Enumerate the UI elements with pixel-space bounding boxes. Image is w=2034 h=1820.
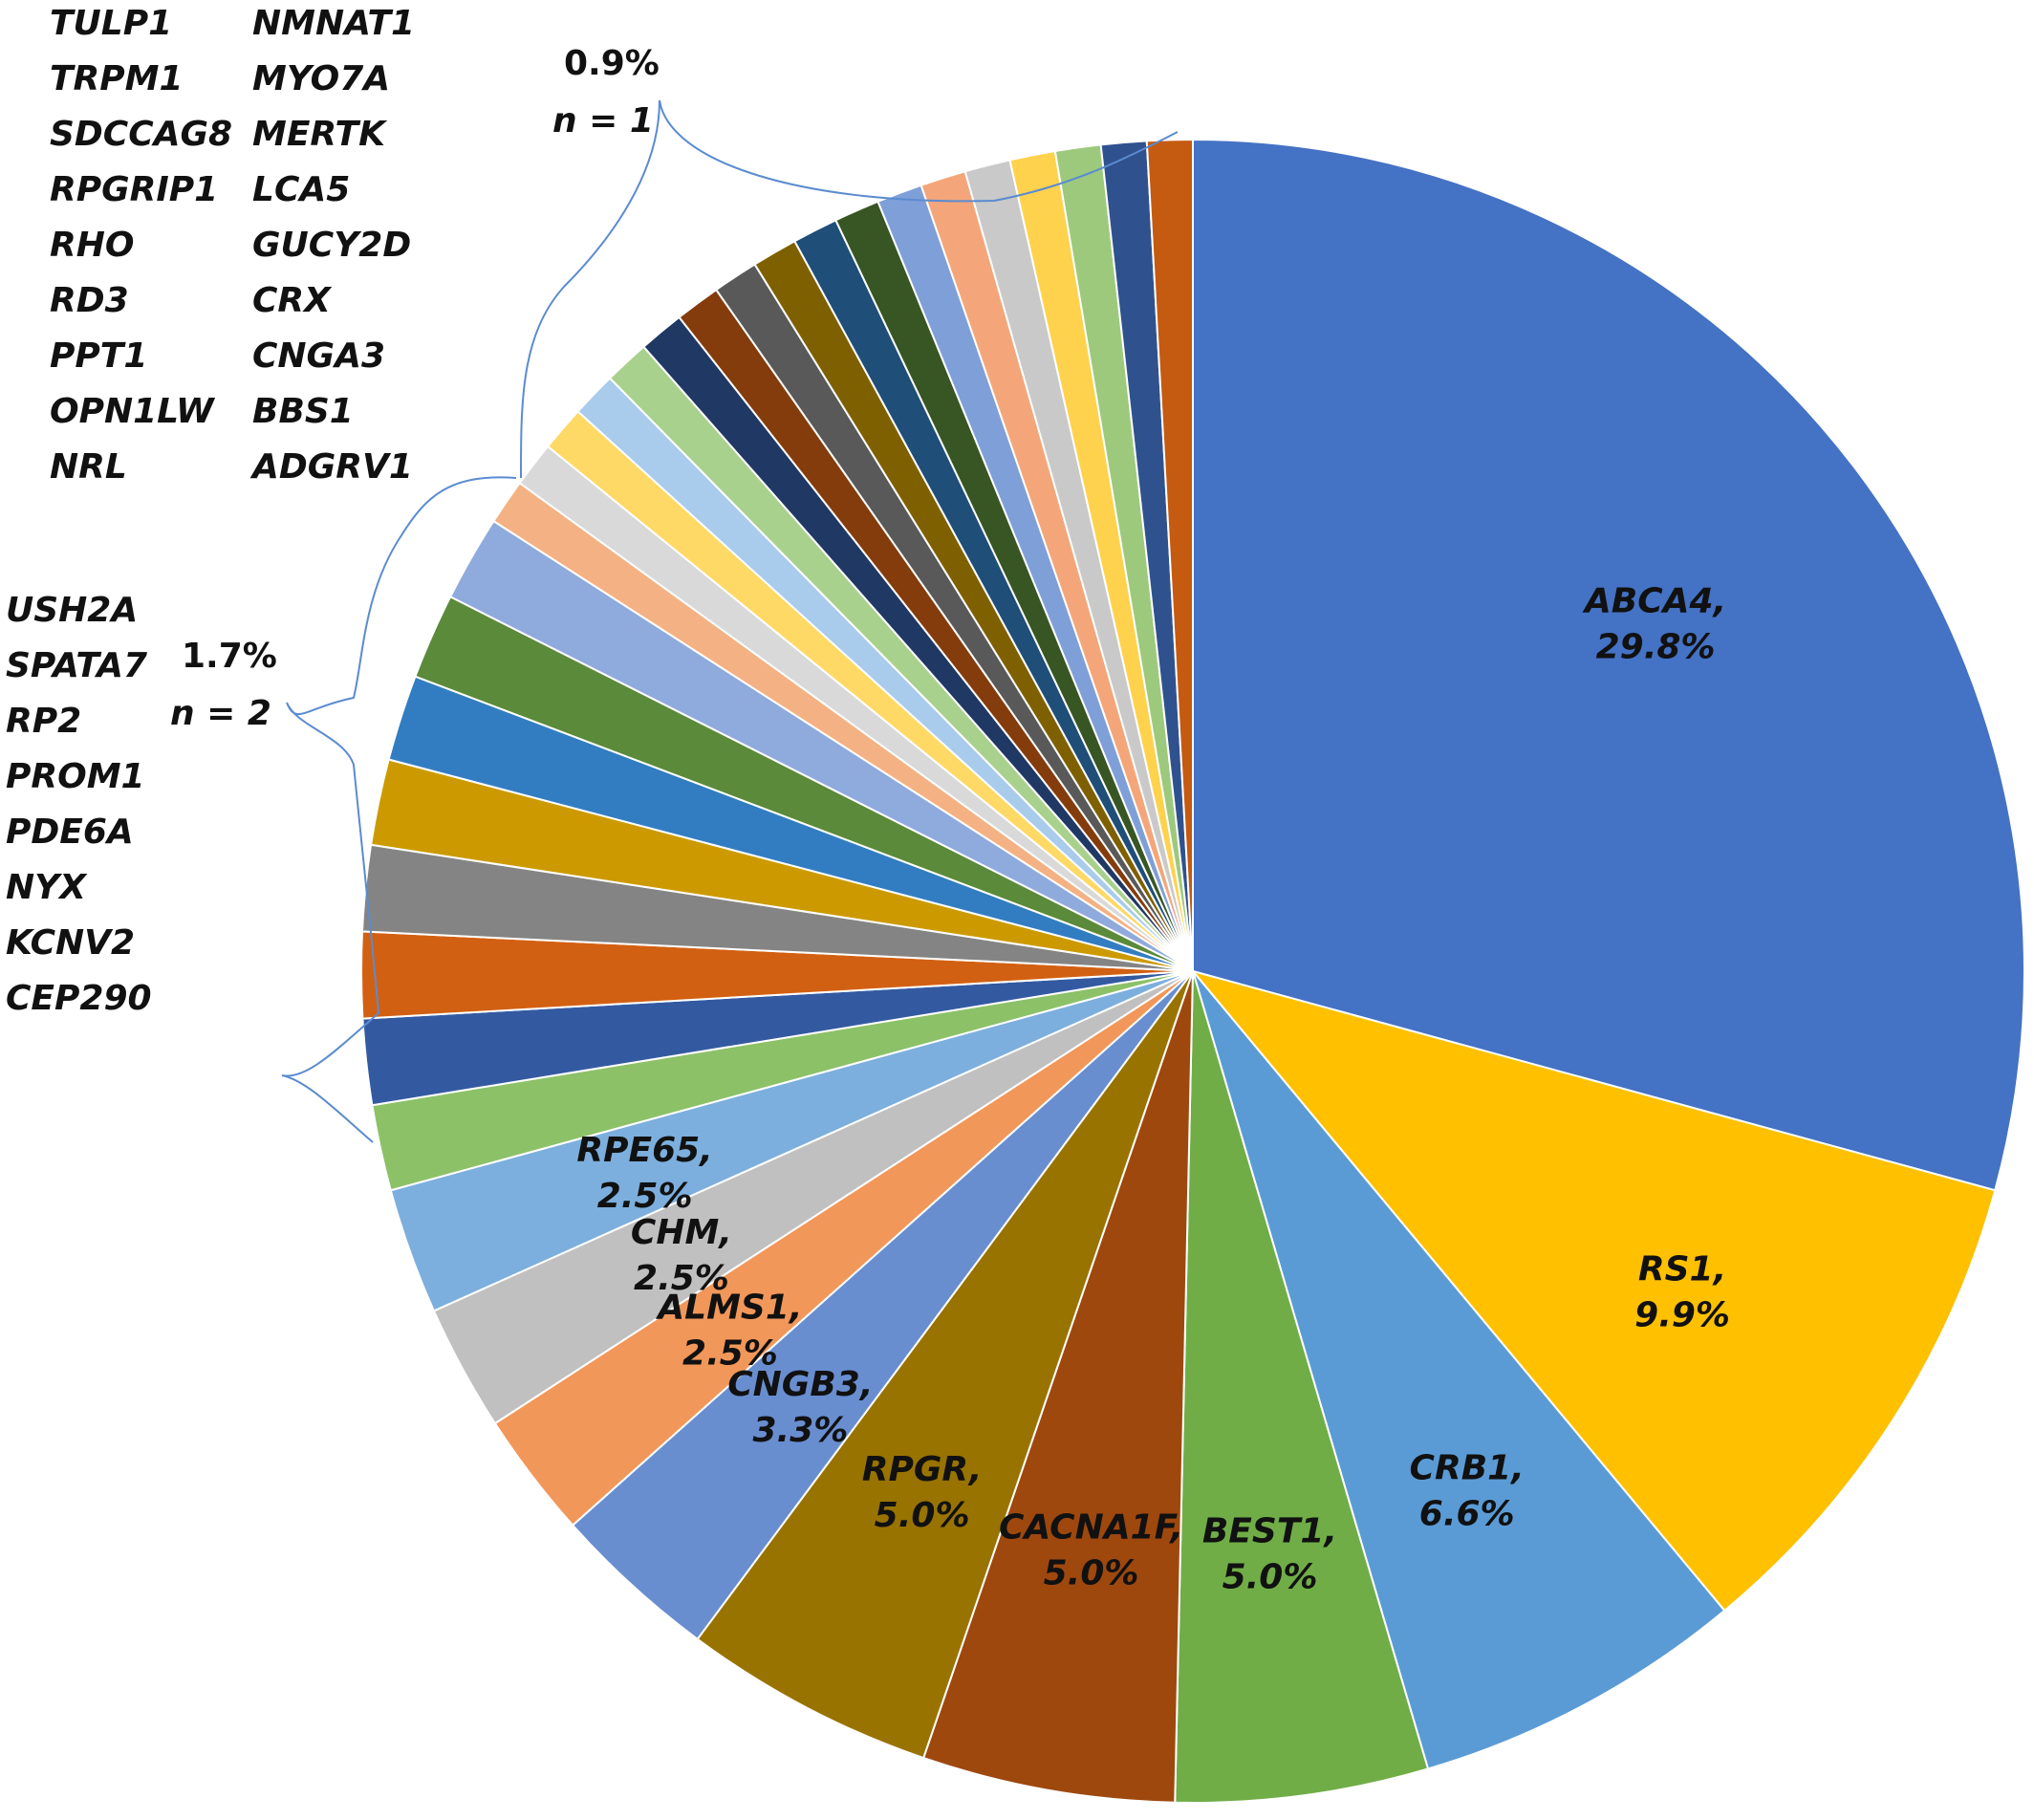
slice-label-pct: 2.5% bbox=[682, 1334, 778, 1374]
gene-list-item: NRL bbox=[50, 447, 127, 487]
gene-list-item: ADGRV1 bbox=[249, 447, 413, 487]
slice-label-pct: 6.6% bbox=[1419, 1494, 1515, 1533]
gene-list-item: CRX bbox=[252, 281, 333, 320]
gene-list-item: USH2A bbox=[6, 591, 138, 630]
slice-label-name: RPGR, bbox=[862, 1450, 983, 1489]
slice-label-name: CACNA1F, bbox=[999, 1508, 1183, 1548]
gene-list-item: CEP290 bbox=[6, 979, 152, 1018]
gene-list-item: MERTK bbox=[252, 115, 388, 154]
slice-label-pct: 9.9% bbox=[1634, 1296, 1730, 1335]
gene-list-item: KCNV2 bbox=[6, 923, 135, 963]
gene-list-item: TRPM1 bbox=[50, 59, 184, 98]
group-0-9-gene-list-col2: NMNAT1 MYO7A MERTK LCA5 GUCY2D CRX CNGA3… bbox=[249, 4, 415, 487]
gene-list-item: SDCCAG8 bbox=[50, 115, 232, 154]
slice-label-pct: 2.5% bbox=[597, 1177, 693, 1216]
slice-label-pct: 5.0% bbox=[1223, 1558, 1318, 1597]
group-1-7-gene-list: USH2A SPATA7 RP2 PROM1 PDE6A NYX KCNV2 C… bbox=[6, 591, 152, 1018]
slice-label-pct: 5.0% bbox=[875, 1496, 970, 1535]
pie-slices bbox=[361, 140, 2024, 1803]
group-1-7-pct: 1.7% bbox=[182, 637, 277, 676]
group-0-9-gene-list-col1: TULP1 TRPM1 SDCCAG8 RPGRIP1 RHO RD3 PPT1… bbox=[50, 4, 232, 487]
gene-list-item: PPT1 bbox=[50, 336, 147, 376]
gene-list-item: NMNAT1 bbox=[252, 4, 415, 43]
slice-label-pct: 3.3% bbox=[752, 1411, 848, 1450]
slice-label-pct: 2.5% bbox=[634, 1259, 729, 1298]
slice-label-pct: 29.8% bbox=[1596, 627, 1716, 666]
slice-label-name: BEST1, bbox=[1202, 1512, 1337, 1551]
slice-label-name: RPE65, bbox=[576, 1131, 712, 1170]
group-1-7-n: n = 2 bbox=[170, 694, 271, 733]
slice-label-name: ABCA4, bbox=[1582, 581, 1726, 620]
gene-list-item: RPGRIP1 bbox=[50, 170, 218, 209]
gene-list-item: CNGA3 bbox=[252, 336, 385, 376]
slice-label-name: CRB1, bbox=[1410, 1448, 1525, 1487]
gene-list-item: PROM1 bbox=[6, 757, 145, 796]
gene-list-item: RD3 bbox=[50, 281, 129, 320]
gene-list-item: TULP1 bbox=[50, 4, 172, 43]
gene-list-item: PDE6A bbox=[6, 812, 134, 852]
gene-list-item: RHO bbox=[50, 226, 134, 265]
gene-list-item: NYX bbox=[6, 868, 88, 907]
gene-list-item: MYO7A bbox=[252, 59, 390, 98]
gene-list-item: LCA5 bbox=[252, 170, 350, 209]
slice-label-name: RS1, bbox=[1638, 1250, 1726, 1289]
slice-label-pct: 5.0% bbox=[1044, 1554, 1139, 1593]
gene-list-item: GUCY2D bbox=[252, 226, 411, 265]
gene-list-item: SPATA7 bbox=[6, 646, 147, 685]
gene-list-item: OPN1LW bbox=[50, 392, 216, 431]
group-0-9-pct: 0.9% bbox=[564, 44, 660, 83]
slice-label-name: CHM, bbox=[631, 1213, 732, 1252]
group-0-9-n: n = 1 bbox=[552, 101, 654, 141]
gene-list-item: RP2 bbox=[6, 702, 81, 741]
gene-list-item: BBS1 bbox=[252, 392, 354, 431]
